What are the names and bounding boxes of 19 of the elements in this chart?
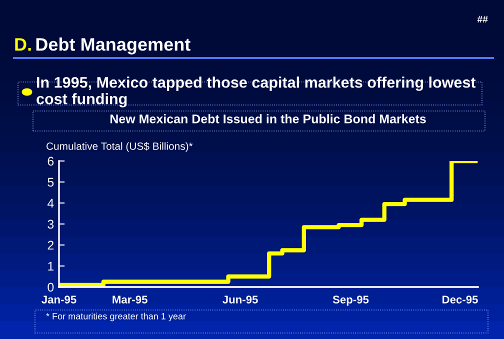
x-tick-label: Sep-95 xyxy=(332,296,369,306)
y-tick-label: 0 xyxy=(48,282,54,292)
y-tick-label: 5 xyxy=(48,178,54,187)
y-tick-label: 4 xyxy=(47,198,54,208)
x-tick-label: Mar-95 xyxy=(112,296,148,304)
x-tick-label: Dec-95 xyxy=(442,296,478,304)
y-tick-label: 6 xyxy=(48,156,54,166)
y-tick-label: 2 xyxy=(48,240,54,250)
text: In 1995, Mexico tapped those capital markets offering lowest cost funding xyxy=(36,76,476,108)
y-axis-title: Cumulative Total (US$ Billions)* xyxy=(46,142,193,152)
x-tick-label: Jun-95 xyxy=(222,296,258,304)
text: Debt Management xyxy=(36,38,190,54)
chart-title: New Mexican Debt Issued in the Public Bond Markets xyxy=(110,114,426,124)
y-tick-label: 1 xyxy=(48,262,54,271)
x-tick-label: Jan-95 xyxy=(42,296,76,304)
text: D. xyxy=(15,38,31,51)
text: ## xyxy=(477,16,488,23)
y-tick-label: 3 xyxy=(48,220,54,229)
text: * For maturities greater than 1 year xyxy=(46,312,186,322)
